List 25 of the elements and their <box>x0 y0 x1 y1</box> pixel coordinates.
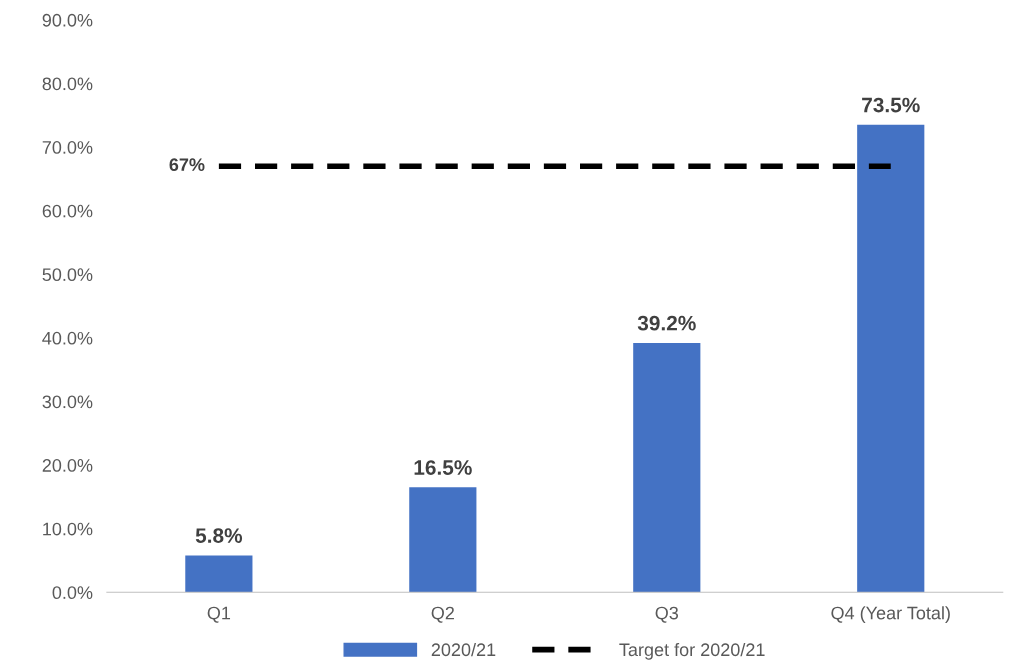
data-label: 16.5% <box>414 460 472 475</box>
y-tick-label: 10.0% <box>43 522 93 536</box>
y-tick-label: 40.0% <box>42 331 93 345</box>
y-tick-label: 30.0% <box>42 395 93 409</box>
y-tick-label: 70.0% <box>42 141 93 154</box>
data-label: 67% <box>169 158 205 172</box>
bar <box>633 342 701 593</box>
bar <box>857 124 925 593</box>
x-tick-label: Q3 <box>655 606 679 623</box>
y-tick-label: 90.0% <box>42 13 93 27</box>
y-tick-label: 60.0% <box>42 204 93 218</box>
bar <box>409 487 477 593</box>
y-tick-label: 20.0% <box>42 459 93 472</box>
data-label: 73.5% <box>862 97 920 113</box>
y-tick-label: 50.0% <box>42 268 93 282</box>
legend-label: 2020/21 <box>431 642 496 657</box>
bar <box>185 555 253 593</box>
data-label: 5.8% <box>195 528 243 543</box>
legend-label: Target for 2020/21 <box>619 642 765 660</box>
y-tick-label: 0.0% <box>52 586 93 600</box>
x-tick-label: Q4 (Year Total) <box>831 606 950 623</box>
data-label: 39.2% <box>637 315 696 331</box>
x-tick-label: Q2 <box>431 606 454 623</box>
y-tick-label: 80.0% <box>42 77 93 91</box>
x-tick-label: Q1 <box>207 606 231 623</box>
